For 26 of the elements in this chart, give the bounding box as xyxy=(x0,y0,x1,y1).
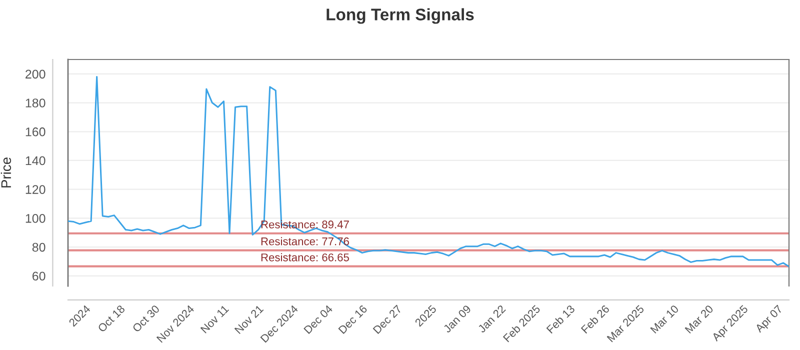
x-tick-label: Jan 09 xyxy=(442,304,472,334)
y-tick-label: 60 xyxy=(32,272,46,281)
x-tick-label: Apr 07 xyxy=(754,304,784,335)
x-tick-label: Feb 13 xyxy=(546,304,576,334)
chart-title: Long Term Signals xyxy=(326,8,474,24)
y-tick-label: 120 xyxy=(26,185,46,194)
x-tick-label: Dec 04 xyxy=(304,304,334,334)
x-tick-label: Feb 26 xyxy=(580,304,610,334)
x-tick-label: Oct 30 xyxy=(132,304,160,333)
y-tick-label: 200 xyxy=(26,70,46,79)
x-tick-label: Mar 10 xyxy=(650,304,680,334)
y-tick-label: 100 xyxy=(26,214,46,223)
x-tick-label: Oct 18 xyxy=(97,304,126,333)
x-tick-label: Nov 11 xyxy=(200,304,230,334)
y-tick-label: 160 xyxy=(26,127,46,136)
y-tick-label: 80 xyxy=(32,242,46,252)
y-axis-title: Price xyxy=(0,158,12,188)
y-tick-label: 140 xyxy=(26,156,46,166)
line-series xyxy=(68,76,789,268)
x-tick-label: Nov 21 xyxy=(234,304,264,334)
x-tick-label: Dec 27 xyxy=(372,304,402,334)
y-tick-label: 180 xyxy=(26,98,46,108)
ref-line-label: Resistance: 66.65 xyxy=(261,253,349,262)
x-tick-label: Mar 20 xyxy=(684,304,714,334)
x-tick-label: Jan 22 xyxy=(477,304,506,334)
x-tick-label: Dec 16 xyxy=(338,304,368,334)
